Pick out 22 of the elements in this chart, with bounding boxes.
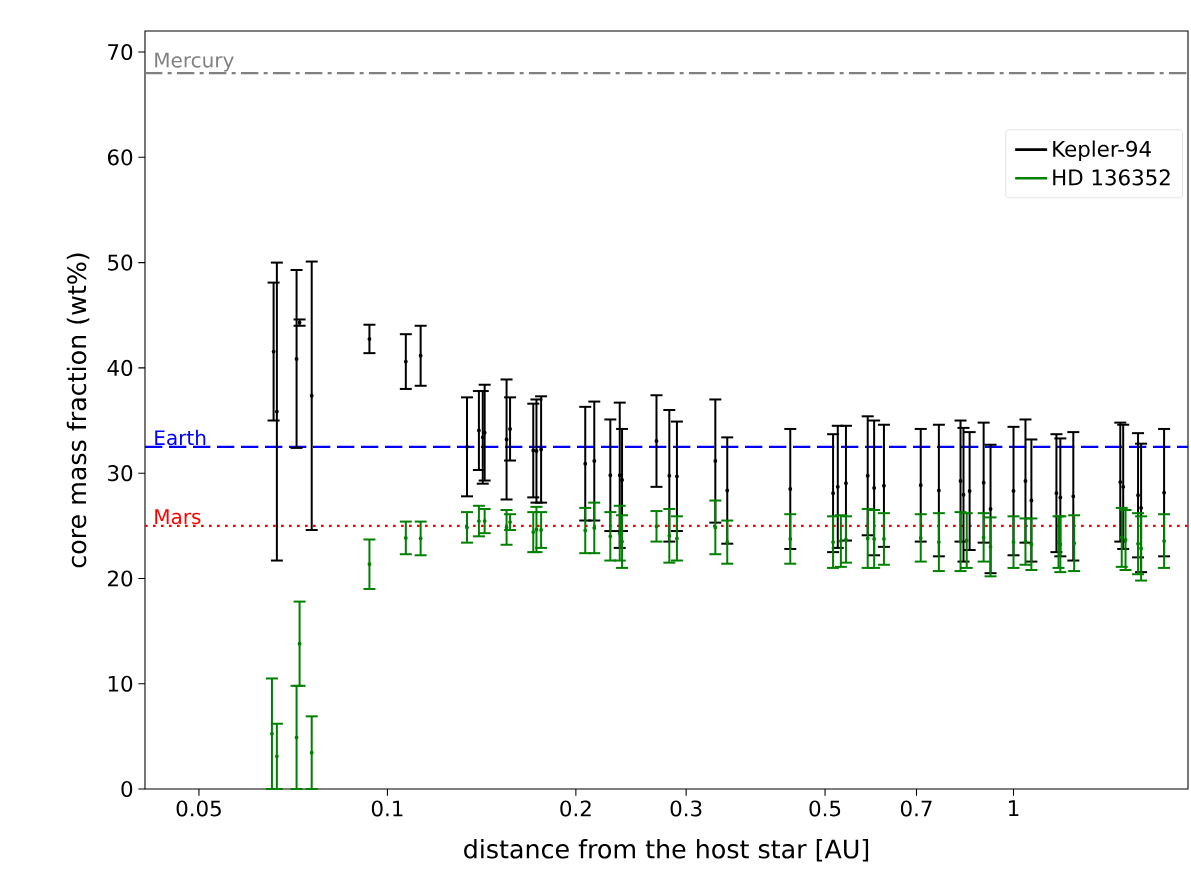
x-tick-label: 0.5 — [809, 800, 841, 817]
y-axis-title: core mass fraction (wt%) — [66, 253, 90, 568]
x-tick-label: 0.2 — [560, 800, 591, 817]
ref-line-label: Earth — [155, 429, 206, 446]
y-tick-label: 70 — [108, 43, 133, 61]
y-tick-label: 20 — [108, 570, 133, 587]
x-tick-label: 0.1 — [371, 800, 403, 817]
x-tick-label: 0.7 — [900, 800, 932, 817]
x-tick-label: 1 — [1009, 800, 1019, 816]
x-tick-label: 0.05 — [176, 800, 221, 817]
x-axis-title: distance from the host star [AU] — [464, 839, 869, 862]
legend-label: HD 136352 — [1053, 169, 1170, 186]
y-tick-label: 50 — [108, 254, 133, 271]
y-tick-label: 40 — [107, 359, 133, 376]
y-tick-label: 0 — [121, 780, 133, 798]
ref-line-label: Mars — [155, 509, 201, 525]
y-tick-label: 10 — [108, 675, 133, 692]
y-tick-label: 30 — [108, 465, 133, 482]
x-tick-label: 0.3 — [670, 800, 702, 817]
ref-line-label: Mercury — [155, 52, 234, 72]
legend-label: Kepler-94 — [1053, 140, 1151, 162]
y-tick-label: 60 — [107, 149, 133, 166]
